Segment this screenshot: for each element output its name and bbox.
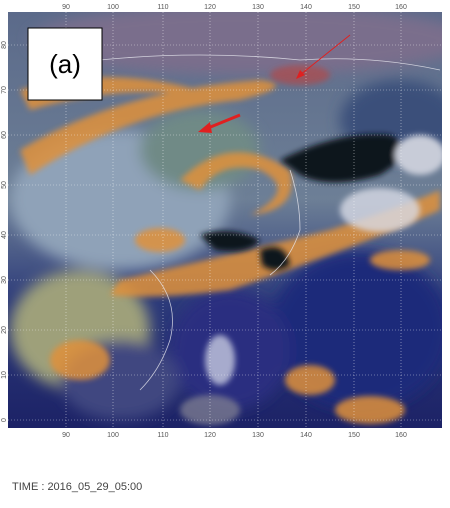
lon-label-top: 160 [395, 4, 407, 11]
lat-label: 10 [1, 371, 8, 379]
lat-label: 70 [1, 86, 8, 94]
lon-label-top: 110 [157, 4, 168, 11]
lat-label: 60 [1, 131, 8, 139]
lon-label-bottom: 90 [62, 432, 70, 439]
lon-label-bottom: 120 [204, 432, 216, 439]
lon-label-top: 120 [204, 4, 216, 11]
lon-label-bottom: 140 [300, 432, 312, 439]
lat-label: 50 [1, 181, 8, 189]
lon-label-top: 100 [107, 4, 119, 11]
lon-label-bottom: 160 [395, 432, 407, 439]
lon-label-bottom: 130 [252, 432, 264, 439]
timestamp: TIME : 2016_05_29_05:00 [12, 481, 142, 493]
lat-label: 30 [1, 276, 8, 284]
lon-label-bottom: 110 [157, 432, 168, 439]
lat-label: 20 [1, 326, 8, 334]
panel-label: (a) [49, 49, 81, 79]
lon-label-bottom: 150 [348, 432, 360, 439]
lon-label-bottom: 100 [107, 432, 119, 439]
lat-label: 0 [1, 418, 8, 422]
lon-label-top: 150 [348, 4, 360, 11]
lon-label-top: 90 [62, 4, 70, 11]
lat-label: 40 [1, 231, 8, 239]
lon-label-top: 130 [252, 4, 264, 11]
lon-label-top: 140 [300, 4, 312, 11]
satellite-figure: (a) TIME : 2016_05_29_05:00 909010010011… [0, 0, 450, 503]
lat-label: 80 [1, 41, 8, 49]
